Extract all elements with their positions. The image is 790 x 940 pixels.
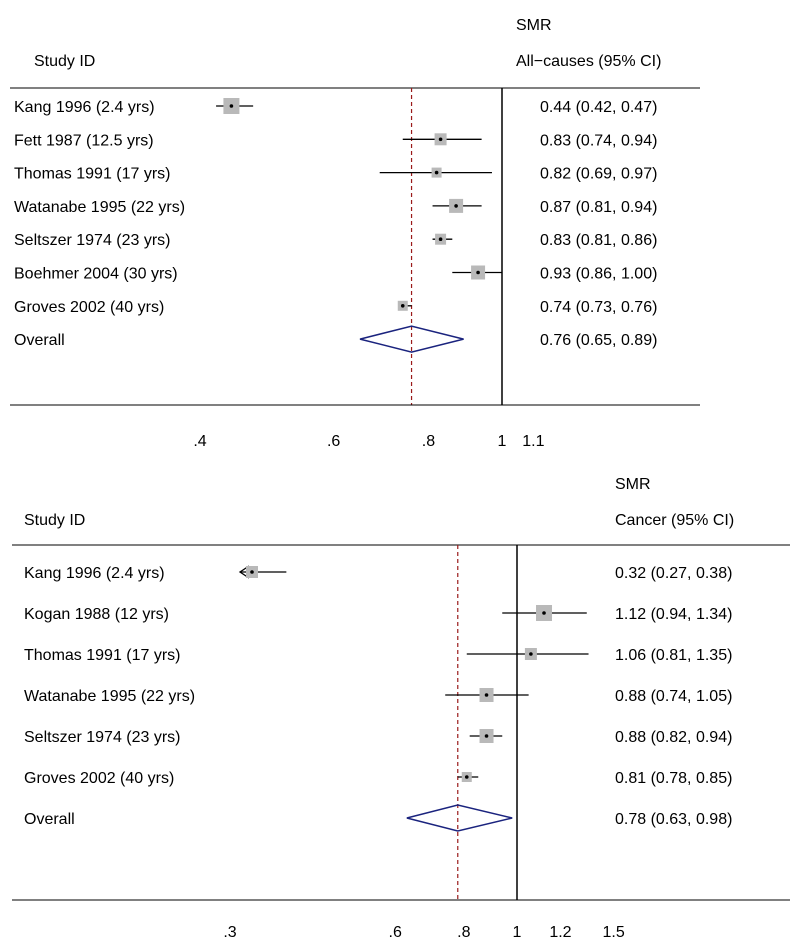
study-label: Thomas 1991 (17 yrs) (24, 647, 181, 664)
study-point-estimate (484, 734, 489, 738)
study-estimate-text: 0.88 (0.82, 0.94) (615, 729, 732, 746)
study-point-estimate (476, 270, 480, 275)
study-estimate-text: 0.81 (0.78, 0.85) (615, 770, 732, 787)
study-estimate-text: 0.44 (0.42, 0.47) (540, 99, 657, 116)
study-estimate-text: 0.87 (0.81, 0.94) (540, 199, 657, 216)
study-estimate-text: 0.83 (0.81, 0.86) (540, 232, 657, 249)
overall-diamond (359, 325, 464, 353)
study-label: Seltszer 1974 (23 yrs) (14, 232, 171, 249)
study-estimate-text: 0.32 (0.27, 0.38) (615, 565, 732, 582)
x-tick-label: .8 (457, 924, 470, 940)
study-point-estimate (454, 204, 458, 208)
x-tick-label: .3 (223, 924, 236, 940)
study-label: Watanabe 1995 (22 yrs) (24, 688, 195, 705)
study-point-estimate (250, 570, 254, 574)
study-estimate-text: 0.88 (0.74, 1.05) (615, 688, 732, 705)
study-label: Kogan 1988 (12 yrs) (24, 606, 169, 623)
ci-column-header: Cancer (95% CI) (615, 512, 734, 529)
study-point-estimate (400, 304, 405, 308)
study-point-estimate (434, 170, 439, 175)
study-point-estimate (529, 652, 533, 656)
study-label: Thomas 1991 (17 yrs) (14, 166, 171, 183)
study-label: Fett 1987 (12.5 yrs) (14, 132, 154, 149)
smr-header: SMR (615, 476, 651, 493)
label-column-header: Study ID (34, 53, 95, 70)
study-point-estimate (438, 137, 443, 142)
study-estimate-text: 0.82 (0.69, 0.97) (540, 166, 657, 183)
study-point-estimate (229, 104, 234, 108)
overall-label: Overall (14, 332, 65, 349)
x-tick-label: .4 (193, 433, 206, 450)
study-label: Kang 1996 (2.4 yrs) (24, 565, 165, 582)
x-tick-label: .6 (389, 924, 402, 940)
study-label: Groves 2002 (40 yrs) (24, 770, 174, 787)
overall-diamond (406, 804, 513, 832)
forest-panel-1: Study ID SMR All−causes (95% CI) Kang 1996 … (10, 17, 700, 450)
x-tick-label: 1 (498, 433, 507, 450)
x-tick-label: 1.5 (603, 924, 625, 940)
study-estimate-text: 0.74 (0.73, 0.76) (540, 299, 657, 316)
study-estimate-text: 1.06 (0.81, 1.35) (615, 647, 732, 664)
label-column-header: Study ID (24, 512, 85, 529)
study-label: Kang 1996 (2.4 yrs) (14, 99, 155, 116)
study-label: Watanabe 1995 (22 yrs) (14, 199, 185, 216)
ci-column-header: All−causes (95% CI) (516, 53, 661, 70)
study-point-estimate (484, 693, 489, 697)
study-point-estimate (542, 611, 546, 615)
x-tick-label: .6 (327, 433, 340, 450)
study-point-estimate (438, 237, 443, 241)
study-estimate-text: 0.93 (0.86, 1.00) (540, 266, 657, 283)
x-tick-label: .8 (422, 433, 435, 450)
overall-estimate-text: 0.78 (0.63, 0.98) (615, 811, 732, 828)
overall-estimate-text: 0.76 (0.65, 0.89) (540, 332, 657, 349)
study-point-estimate (464, 775, 469, 779)
x-tick-label: 1.2 (549, 924, 571, 940)
forest-panel-2: Study ID SMR Cancer (95% CI) Kang 1996 (2.4… (12, 476, 790, 940)
study-estimate-text: 0.83 (0.74, 0.94) (540, 132, 657, 149)
study-label: Boehmer 2004 (30 yrs) (14, 266, 178, 283)
study-label: Seltszer 1974 (23 yrs) (24, 729, 181, 746)
study-label: Groves 2002 (40 yrs) (14, 299, 164, 316)
x-tick-label: 1 (513, 924, 522, 940)
overall-label: Overall (24, 811, 75, 828)
smr-header: SMR (516, 17, 552, 34)
x-tick-label: 1.1 (522, 433, 544, 450)
study-estimate-text: 1.12 (0.94, 1.34) (615, 606, 732, 623)
